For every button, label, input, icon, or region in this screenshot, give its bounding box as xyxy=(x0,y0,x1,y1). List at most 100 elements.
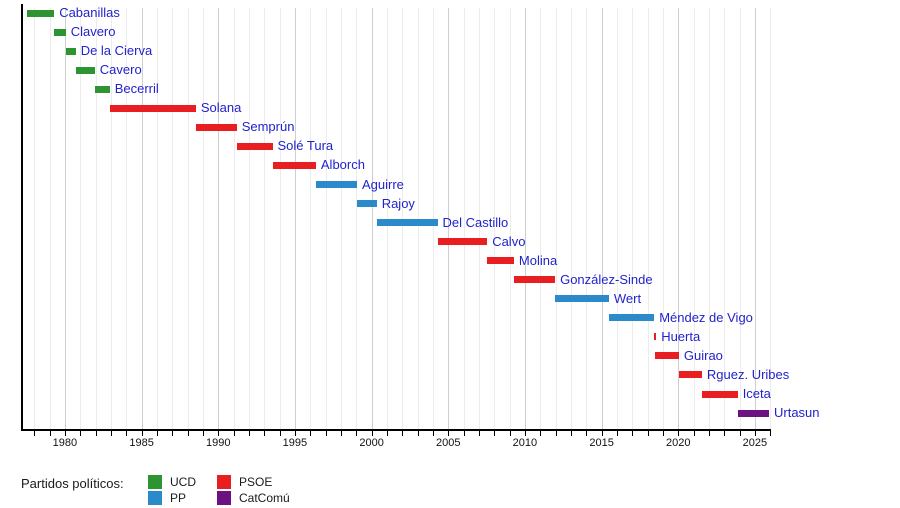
legend-item-pp: PP xyxy=(148,491,186,505)
minister-label-clavero: Clavero xyxy=(70,24,116,39)
term-bar-wert xyxy=(555,295,609,303)
legend-label-pp: PP xyxy=(170,491,187,505)
term-bar-guirao xyxy=(654,352,679,360)
minister-label-becerril: Becerril xyxy=(114,81,159,97)
term-bar-rajoy xyxy=(357,200,377,207)
gridline-1982 xyxy=(95,8,97,429)
axis-tick-label-2025: 2025 xyxy=(742,437,768,449)
axis-tick-label-2005: 2005 xyxy=(436,437,461,449)
axis-tick-label-2010: 2010 xyxy=(512,437,538,449)
gridline-2006 xyxy=(463,8,465,429)
legend-label-catcomu: CatComú xyxy=(239,491,290,505)
gridline-1979 xyxy=(49,8,51,429)
axis-tick-1983 xyxy=(110,431,112,436)
gridline-1995 xyxy=(294,8,296,429)
gridline-2011 xyxy=(540,8,542,429)
axis-tick-label-1995: 1995 xyxy=(282,437,308,449)
gridline-2010 xyxy=(524,8,526,429)
axis-tick-2012 xyxy=(555,431,557,436)
gridline-2024 xyxy=(739,8,741,429)
axis-tick-1981 xyxy=(80,431,82,436)
term-bar-huerta xyxy=(654,333,657,341)
gridline-2000 xyxy=(371,8,373,429)
minister-label-gonz-lez-sinde: González-Sinde xyxy=(560,271,653,287)
gridline-1983 xyxy=(110,8,112,429)
axis-tick-1993 xyxy=(264,431,266,436)
axis-tick-2000 xyxy=(371,431,373,436)
term-bar-calvo xyxy=(437,238,488,246)
gridline-2019 xyxy=(662,8,664,429)
axis-tick-1985 xyxy=(141,431,143,436)
gridline-1989 xyxy=(202,8,204,429)
minister-label-de-la-cierva: De la Cierva xyxy=(80,43,153,59)
axis-tick-2009 xyxy=(509,431,511,436)
gridline-2021 xyxy=(693,8,695,429)
axis-tick-2005 xyxy=(448,431,450,436)
term-bar-aguirre xyxy=(315,181,357,188)
term-bar-rguez-uribes xyxy=(678,371,702,379)
minister-label-solana: Solana xyxy=(200,100,242,116)
axis-tick-1990 xyxy=(218,431,220,436)
gridline-1990 xyxy=(218,8,220,429)
legend-label-psoe: PSOE xyxy=(239,475,273,489)
minister-label-guirao: Guirao xyxy=(683,347,723,363)
axis-tick-2022 xyxy=(708,431,710,436)
gridline-2025 xyxy=(754,8,756,429)
axis-tick-2014 xyxy=(586,431,588,436)
term-bar-m-ndez-de-vigo xyxy=(608,314,655,322)
term-bar-del-castillo xyxy=(376,219,438,227)
gridline-1993 xyxy=(264,8,266,429)
axis-tick-1994 xyxy=(279,431,281,436)
axis-tick-1988 xyxy=(187,431,189,436)
gridline-2005 xyxy=(448,8,450,429)
legend: Partidos políticos: UCD PP PSOE CatComú xyxy=(21,474,881,508)
ucd-color-swatch xyxy=(148,475,162,489)
gridline-1986 xyxy=(156,8,158,429)
timeline-chart: 1980 1985 1990 1995 2000 2005 2010 2015 2020 2025… xyxy=(21,4,820,449)
gridline-2003 xyxy=(417,8,419,429)
axis-tick-label-2000: 2000 xyxy=(359,437,384,449)
legend-title: Partidos políticos: xyxy=(21,476,124,491)
axis-tick-1995 xyxy=(294,431,296,436)
axis-tick-2020 xyxy=(678,431,680,436)
gridline-2022 xyxy=(708,8,710,429)
catcomu-color-swatch xyxy=(217,491,231,505)
gridline-1991 xyxy=(233,8,235,429)
gridline-2023 xyxy=(724,8,726,429)
axis-tick-label-2015: 2015 xyxy=(589,437,614,449)
minister-label-calvo: Calvo xyxy=(492,233,526,249)
term-bar-cabanillas xyxy=(27,9,55,17)
legend-label-ucd: UCD xyxy=(170,475,196,489)
legend-item-psoe: PSOE xyxy=(217,475,272,489)
minister-label-cavero: Cavero xyxy=(99,62,142,78)
gridline-2007 xyxy=(478,8,480,429)
axis-tick-label-2020: 2020 xyxy=(666,437,691,449)
term-bar-gonz-lez-sinde xyxy=(513,276,556,284)
term-bar-molina xyxy=(487,257,514,265)
legend-item-catcomu: CatComú xyxy=(217,491,290,505)
axis-tick-2023 xyxy=(724,431,726,436)
minister-label-rguez-uribes: Rguez. Uribes xyxy=(706,366,790,382)
x-axis-line xyxy=(21,429,771,431)
gridline-1985 xyxy=(141,8,143,429)
term-bar-de-la-cierva xyxy=(65,47,76,55)
axis-tick-2024 xyxy=(739,431,741,436)
gridline-2013 xyxy=(570,8,572,429)
axis-tick-1998 xyxy=(340,431,342,436)
gridline-2017 xyxy=(632,8,634,429)
term-bar-cavero xyxy=(75,66,95,74)
axis-tick-1978 xyxy=(34,431,36,436)
term-bar-alborch xyxy=(272,161,316,169)
minister-label-aguirre: Aguirre xyxy=(362,176,404,192)
gridline-2001 xyxy=(386,8,388,429)
gridline-2002 xyxy=(402,8,404,429)
axis-tick-2021 xyxy=(693,431,695,436)
axis-tick-1982 xyxy=(95,431,97,436)
gridline-2015 xyxy=(601,8,603,429)
axis-tick-2018 xyxy=(647,431,649,436)
minister-label-urtasun: Urtasun xyxy=(774,405,820,421)
axis-tick-label-1980: 1980 xyxy=(52,437,78,449)
term-bar-solana xyxy=(109,104,196,112)
axis-tick-label-1985: 1985 xyxy=(129,437,154,449)
gridline-1981 xyxy=(80,8,82,429)
